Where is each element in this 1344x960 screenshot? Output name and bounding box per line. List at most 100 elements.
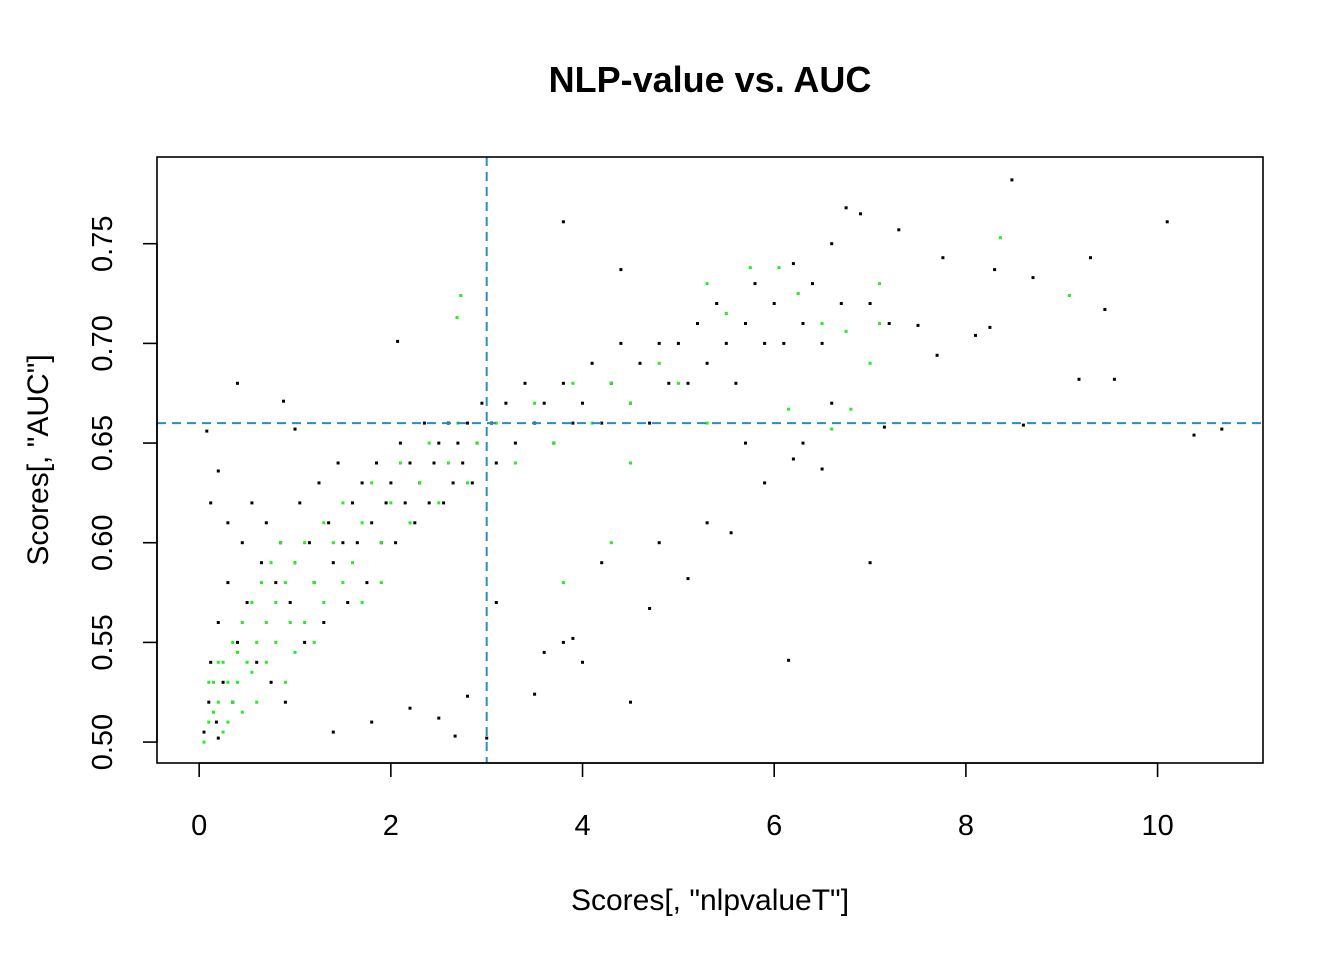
data-point <box>571 636 575 640</box>
data-point <box>298 501 302 505</box>
data-point <box>787 658 791 662</box>
data-point <box>226 680 230 684</box>
points-layer <box>202 178 1224 744</box>
data-point <box>221 660 225 664</box>
data-point <box>279 541 283 545</box>
data-point <box>820 341 824 345</box>
data-point <box>466 421 469 425</box>
data-point <box>446 461 450 465</box>
data-point <box>1103 308 1107 311</box>
data-point <box>312 640 316 644</box>
data-point <box>513 441 517 445</box>
data-point <box>459 294 463 297</box>
data-point <box>202 730 206 734</box>
data-point <box>787 407 791 411</box>
data-point <box>724 312 728 315</box>
data-point <box>705 421 709 425</box>
data-point <box>1165 220 1169 224</box>
data-point <box>322 601 326 604</box>
data-point <box>274 601 278 604</box>
x-tick-label: 4 <box>574 810 590 842</box>
data-point <box>590 361 594 365</box>
data-point <box>744 441 747 445</box>
data-point <box>581 401 584 405</box>
data-point <box>216 660 220 664</box>
data-point <box>322 521 326 525</box>
data-point <box>432 461 436 465</box>
data-point <box>657 361 661 365</box>
data-point <box>667 381 671 385</box>
data-point <box>542 401 546 405</box>
data-point <box>734 381 738 385</box>
data-point <box>466 481 469 485</box>
data-point <box>360 521 364 525</box>
data-point <box>269 680 273 684</box>
data-point <box>427 441 431 445</box>
data-point <box>777 266 781 270</box>
data-point <box>408 706 412 710</box>
data-point <box>830 242 834 246</box>
data-point <box>887 322 891 325</box>
x-tick-label: 6 <box>766 810 782 842</box>
data-point <box>868 302 872 305</box>
data-point <box>475 441 479 445</box>
data-point <box>868 361 872 365</box>
data-point <box>418 481 422 485</box>
data-point <box>619 341 623 345</box>
data-point <box>629 700 632 704</box>
data-point <box>791 457 795 461</box>
data-point <box>844 329 848 333</box>
y-axis: 0.50 0.55 0.60 0.65 0.70 0.75 <box>87 215 158 770</box>
y-tick-label: 0.75 <box>87 215 119 271</box>
data-point <box>686 577 690 581</box>
x-tick-label: 8 <box>958 810 974 842</box>
data-point <box>581 660 584 664</box>
data-point <box>456 441 460 445</box>
x-tick-label: 0 <box>191 810 207 842</box>
data-point <box>282 399 285 403</box>
plot-frame <box>156 156 1264 764</box>
data-point <box>202 740 206 744</box>
data-point <box>648 421 652 425</box>
data-point <box>207 680 211 684</box>
data-point <box>648 607 652 610</box>
data-point <box>360 601 364 604</box>
data-point <box>226 521 230 525</box>
data-point <box>312 581 316 585</box>
data-point <box>250 601 254 604</box>
data-point <box>379 581 383 585</box>
data-point <box>657 541 661 545</box>
data-point <box>533 692 537 696</box>
data-point <box>293 427 297 431</box>
data-point <box>600 421 604 425</box>
data-point <box>753 282 757 286</box>
data-point <box>303 640 307 644</box>
data-point <box>245 660 249 664</box>
data-point <box>274 581 278 585</box>
data-point <box>561 381 565 385</box>
data-point <box>396 339 400 343</box>
data-point <box>288 621 292 624</box>
data-point <box>878 282 882 286</box>
data-point <box>859 212 862 216</box>
series-0 <box>202 178 1224 740</box>
data-point <box>442 501 446 505</box>
data-point <box>216 469 220 473</box>
data-point <box>629 461 632 465</box>
chart-title: NLP-value vs. AUC <box>549 59 872 100</box>
data-point <box>214 720 218 724</box>
data-point <box>729 531 733 535</box>
data-point <box>341 501 345 505</box>
y-tick-label: 0.55 <box>87 614 119 670</box>
data-point <box>303 541 307 545</box>
data-point <box>398 461 402 465</box>
data-point <box>255 640 259 644</box>
data-point <box>571 421 575 425</box>
data-point <box>705 282 709 286</box>
x-axis-label: Scores[, "nlpvalueT"] <box>571 884 849 917</box>
data-point <box>341 541 345 545</box>
data-point <box>212 680 215 684</box>
data-point <box>216 700 220 704</box>
data-point <box>389 501 393 505</box>
data-point <box>686 381 690 385</box>
